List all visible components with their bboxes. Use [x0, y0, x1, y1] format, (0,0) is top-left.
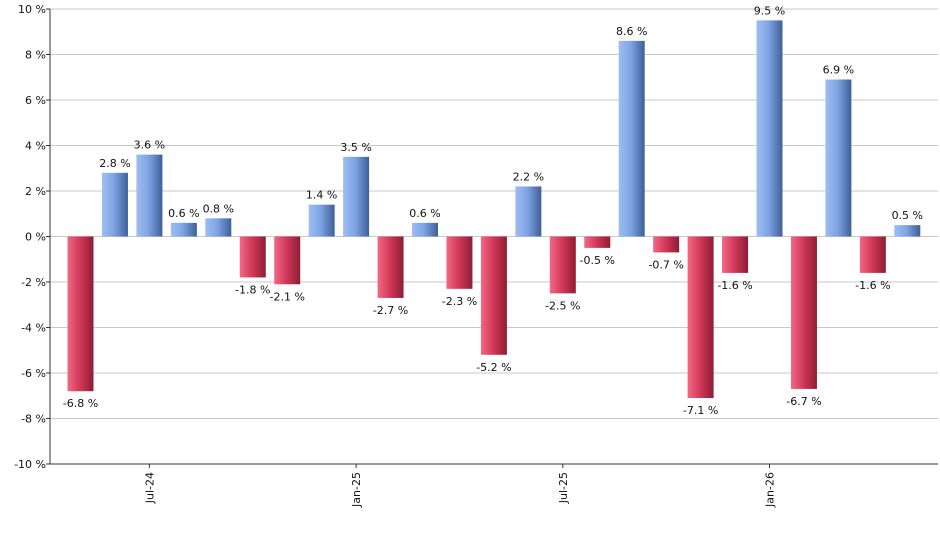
bar-data-label: 3.5 % — [340, 141, 371, 154]
bar — [239, 236, 266, 278]
x-axis-tick-labels: Jul-24 Jan-25 Jul-25 Jan-26 — [143, 464, 777, 508]
bar — [687, 236, 714, 399]
y-tick-label: -4 % — [21, 322, 46, 335]
bar-data-label: 0.6 % — [168, 207, 199, 220]
bar — [377, 236, 404, 298]
bar-data-label: -6.7 % — [786, 395, 821, 408]
bar — [308, 204, 335, 237]
bar — [205, 218, 232, 237]
bar — [653, 236, 680, 253]
bar — [825, 79, 852, 237]
bar — [67, 236, 94, 392]
bar-data-label: -0.7 % — [648, 258, 683, 271]
axes — [49, 9, 938, 465]
y-tick-label: 2 % — [25, 185, 46, 198]
bar — [549, 236, 576, 294]
bar-data-label: -2.5 % — [545, 299, 580, 312]
bar — [584, 236, 611, 248]
bar-data-label: 9.5 % — [754, 4, 785, 17]
bar — [790, 236, 817, 389]
bar-data-label: -0.5 % — [580, 254, 615, 267]
bar-data-label: -7.1 % — [683, 404, 718, 417]
bar — [515, 186, 542, 237]
bar — [343, 156, 370, 237]
y-tick-label: 0 % — [25, 231, 46, 244]
bar — [274, 236, 301, 285]
bar-data-label: -1.6 % — [717, 279, 752, 292]
x-tick-label: Jan-26 — [764, 472, 777, 508]
bar-data-label: -2.3 % — [442, 295, 477, 308]
bar-data-label: -1.6 % — [855, 279, 890, 292]
data-labels: -6.8 % 2.8 % 3.6 % 0.6 % 0.8 % -1.8 %-2.1 % 1.… — [63, 4, 923, 417]
bar-data-label: 0.6 % — [409, 207, 440, 220]
y-tick-label: -6 % — [21, 367, 46, 380]
bar-data-label: 0.5 % — [892, 209, 923, 222]
y-tick-label: 6 % — [25, 94, 46, 107]
bar — [412, 222, 438, 237]
y-tick-label: -2 % — [21, 276, 46, 289]
y-axis-tick-labels: -10 % -8 % -6 % -4 % -2 % 0 % 2 % 4 % 6 % 8 % 10 % — [14, 3, 46, 471]
bar — [722, 236, 749, 273]
x-tick-label: Jul-24 — [143, 472, 156, 504]
bar — [101, 172, 128, 237]
bar-data-label: -5.2 % — [476, 361, 511, 374]
bar — [480, 236, 507, 355]
bar-data-label: 2.2 % — [513, 170, 544, 183]
y-tick-label: -8 % — [21, 413, 46, 426]
y-tick-label: -10 % — [14, 458, 46, 471]
bar-data-label: 8.6 % — [616, 25, 647, 38]
bar — [446, 236, 473, 289]
y-tick-label: 10 % — [18, 3, 46, 16]
y-tick-label: 8 % — [25, 49, 46, 62]
bar — [859, 236, 886, 273]
bar — [618, 40, 645, 237]
bars — [67, 20, 921, 399]
bar — [170, 222, 197, 237]
bar — [894, 225, 921, 237]
bar-data-label: 0.8 % — [203, 202, 234, 215]
bar-data-label: 3.6 % — [134, 139, 165, 152]
bar — [756, 20, 783, 237]
bar — [136, 154, 163, 237]
bar-data-label: 2.8 % — [99, 157, 130, 170]
bar-data-label: 1.4 % — [306, 189, 337, 202]
bar-data-label: 6.9 % — [823, 64, 854, 77]
bar-data-label: -1.8 % — [235, 283, 270, 296]
bar-data-label: -6.8 % — [63, 397, 98, 410]
x-tick-label: Jan-25 — [350, 472, 363, 508]
x-tick-label: Jul-25 — [557, 472, 570, 504]
y-tick-label: 4 % — [25, 140, 46, 153]
bar-data-label: -2.7 % — [373, 304, 408, 317]
bar-data-label: -2.1 % — [269, 290, 304, 303]
